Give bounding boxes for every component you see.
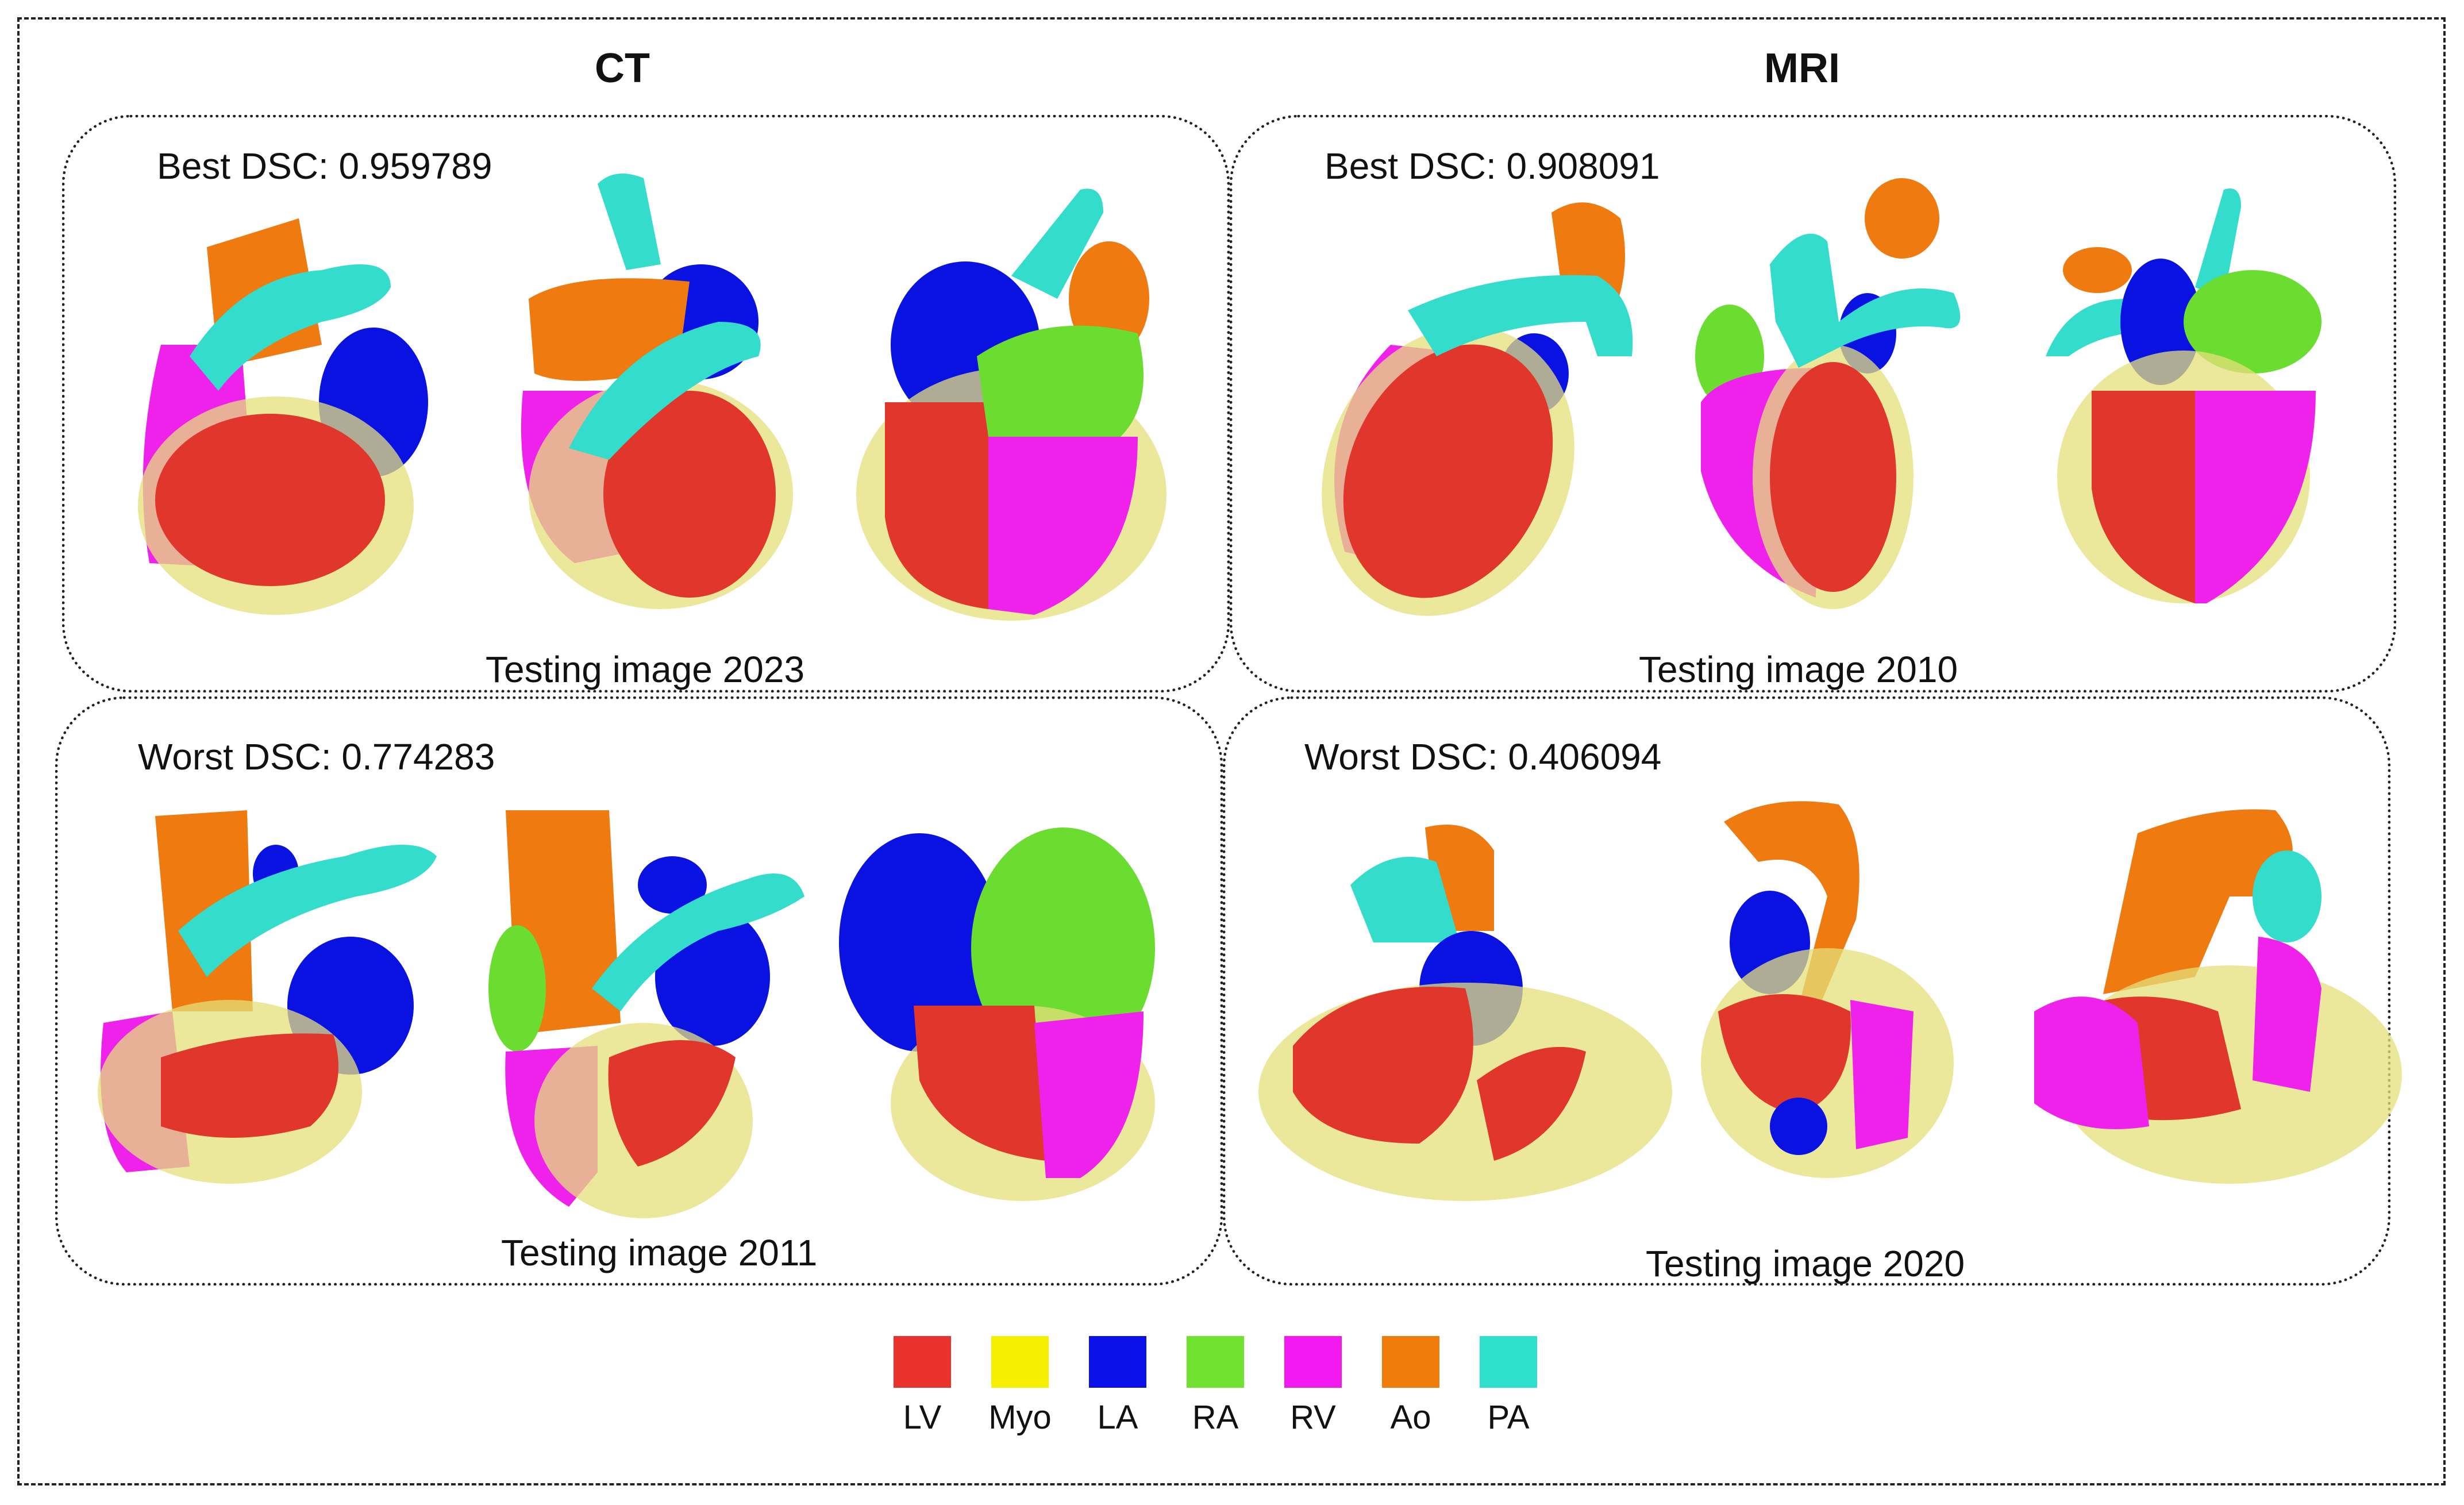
mri-best-heart-3 <box>2046 188 2321 603</box>
ct-worst-caption: Testing image 2011 <box>501 1232 818 1273</box>
mri-best-panel <box>1230 115 2396 692</box>
legend-item-rv: RV <box>1273 1336 1353 1437</box>
ct-best-caption: Testing image 2023 <box>486 649 805 690</box>
mri-worst-heart-3 <box>2034 809 2402 1184</box>
mri-worst-panel <box>1223 696 2390 1285</box>
mri-worst-dsc: Worst DSC: 0.406094 <box>1304 736 1662 777</box>
legend-swatch-la <box>1089 1336 1146 1388</box>
legend-swatch-ao <box>1382 1336 1439 1388</box>
legend-item-lv: LV <box>882 1336 962 1437</box>
ct-worst-heart-1 <box>98 810 437 1184</box>
legend-item-pa: PA <box>1468 1336 1549 1437</box>
ct-best-panel <box>62 115 1230 692</box>
legend-label-rv: RV <box>1290 1399 1336 1436</box>
mri-best-heart-2 <box>1695 178 1961 609</box>
mri-worst-caption: Testing image 2020 <box>1646 1243 1965 1284</box>
legend-swatch-lv <box>894 1336 951 1388</box>
legend-item-la: LA <box>1077 1336 1158 1437</box>
figure-frame <box>17 17 2446 1485</box>
ct-worst-heart-2 <box>488 810 804 1218</box>
legend-label-la: LA <box>1097 1399 1138 1436</box>
mri-worst-heart-1 <box>1258 825 1672 1201</box>
ct-worst-panel <box>55 696 1223 1285</box>
legend-label-myo: Myo <box>988 1399 1052 1436</box>
mri-worst-heart-2 <box>1701 801 1954 1178</box>
legend-label-ao: Ao <box>1390 1399 1431 1436</box>
ct-best-heart-1 <box>138 218 428 615</box>
mri-best-dsc: Best DSC: 0.908091 <box>1325 145 1660 187</box>
legend-swatch-pa <box>1480 1336 1537 1388</box>
ct-worst-heart-3 <box>839 827 1155 1201</box>
legend-label-lv: LV <box>903 1399 942 1436</box>
legend-swatch-rv <box>1284 1336 1342 1388</box>
legend-item-myo: Myo <box>980 1336 1060 1437</box>
legend-label-ra: RA <box>1192 1399 1239 1436</box>
ct-worst-dsc: Worst DSC: 0.774283 <box>138 736 495 777</box>
legend-item-ao: Ao <box>1370 1336 1451 1437</box>
ct-best-heart-2 <box>521 174 793 609</box>
legend-item-ra: RA <box>1175 1336 1256 1437</box>
ct-best-dsc: Best DSC: 0.959789 <box>157 145 492 187</box>
legend-swatch-myo <box>991 1336 1049 1388</box>
mri-column-title: MRI <box>1764 45 1840 91</box>
mri-best-caption: Testing image 2010 <box>1639 649 1958 690</box>
legend-swatch-ra <box>1187 1336 1244 1388</box>
ct-column-title: CT <box>595 45 650 91</box>
ct-best-heart-3 <box>856 188 1166 621</box>
mri-best-heart-1 <box>1322 202 1633 616</box>
legend-label-pa: PA <box>1487 1399 1530 1436</box>
